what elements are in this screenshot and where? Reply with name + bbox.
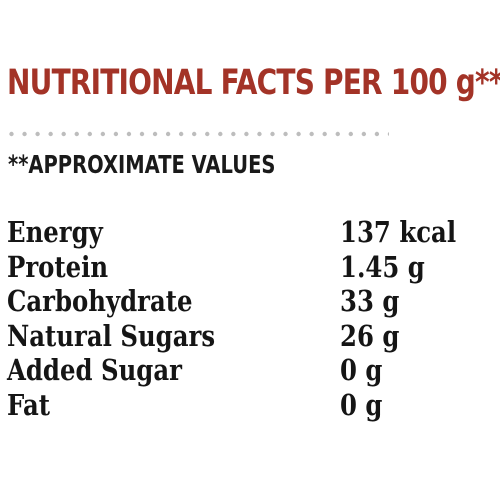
nutrition-row-natural-sugars: Natural Sugars 26 g	[7, 319, 477, 354]
divider-dot	[165, 131, 171, 137]
divider-dot	[152, 131, 158, 137]
nutrient-value: 26 g	[340, 318, 400, 353]
nutrition-row-energy: Energy 137 kcal	[7, 215, 477, 250]
dotted-divider	[9, 131, 389, 137]
nutrient-label: Fat	[7, 387, 51, 422]
nutrient-value: 137 kcal	[340, 215, 457, 249]
divider-dot	[283, 131, 288, 137]
divider-dot	[61, 131, 66, 137]
nutrition-row-added-sugar: Added Sugar 0 g	[7, 353, 477, 388]
divider-dot	[231, 131, 236, 137]
nutrient-label: Carbohydrate	[7, 284, 193, 318]
divider-dot	[309, 131, 314, 137]
divider-dot	[270, 131, 275, 137]
nutrient-value: 0 g	[340, 353, 383, 387]
divider-dot	[178, 131, 184, 137]
nutrient-label: Protein	[7, 249, 109, 284]
nutrient-value: 0 g	[340, 387, 383, 422]
divider-dot	[48, 131, 53, 137]
divider-dot	[9, 131, 14, 137]
approximate-values-note: **APPROXIMATE VALUES	[8, 150, 276, 179]
divider-dot	[218, 131, 223, 137]
nutrition-table: Energy 137 kcal Protein 1.45 g Carbohydr…	[7, 215, 477, 422]
nutrition-row-protein: Protein 1.45 g	[7, 250, 477, 285]
divider-dot	[335, 131, 340, 137]
divider-dot	[100, 131, 106, 137]
divider-dot	[205, 131, 210, 137]
divider-dot	[322, 131, 327, 137]
divider-dot	[22, 131, 27, 137]
divider-dot	[113, 131, 119, 137]
divider-dot	[244, 131, 249, 137]
divider-dot	[361, 131, 367, 137]
divider-dot	[257, 131, 262, 137]
nutrition-row-fat: Fat 0 g	[7, 388, 477, 423]
divider-dot	[74, 131, 79, 137]
nutrient-label: Added Sugar	[7, 353, 182, 387]
page-title: NUTRITIONAL FACTS PER 100 g**	[7, 63, 500, 103]
divider-dot	[35, 131, 40, 137]
divider-dot	[87, 131, 93, 137]
nutrient-value: 33 g	[340, 284, 400, 318]
divider-dot	[374, 131, 380, 137]
divider-dot	[139, 131, 145, 137]
divider-dot	[192, 131, 197, 137]
nutrient-label: Energy	[7, 215, 103, 249]
divider-dot	[348, 131, 353, 137]
divider-dot	[387, 132, 389, 136]
nutrition-row-carbohydrate: Carbohydrate 33 g	[7, 284, 477, 319]
nutrient-label: Natural Sugars	[7, 318, 216, 353]
divider-dot	[296, 131, 301, 137]
nutrient-value: 1.45 g	[340, 249, 425, 284]
divider-dot	[126, 131, 132, 137]
